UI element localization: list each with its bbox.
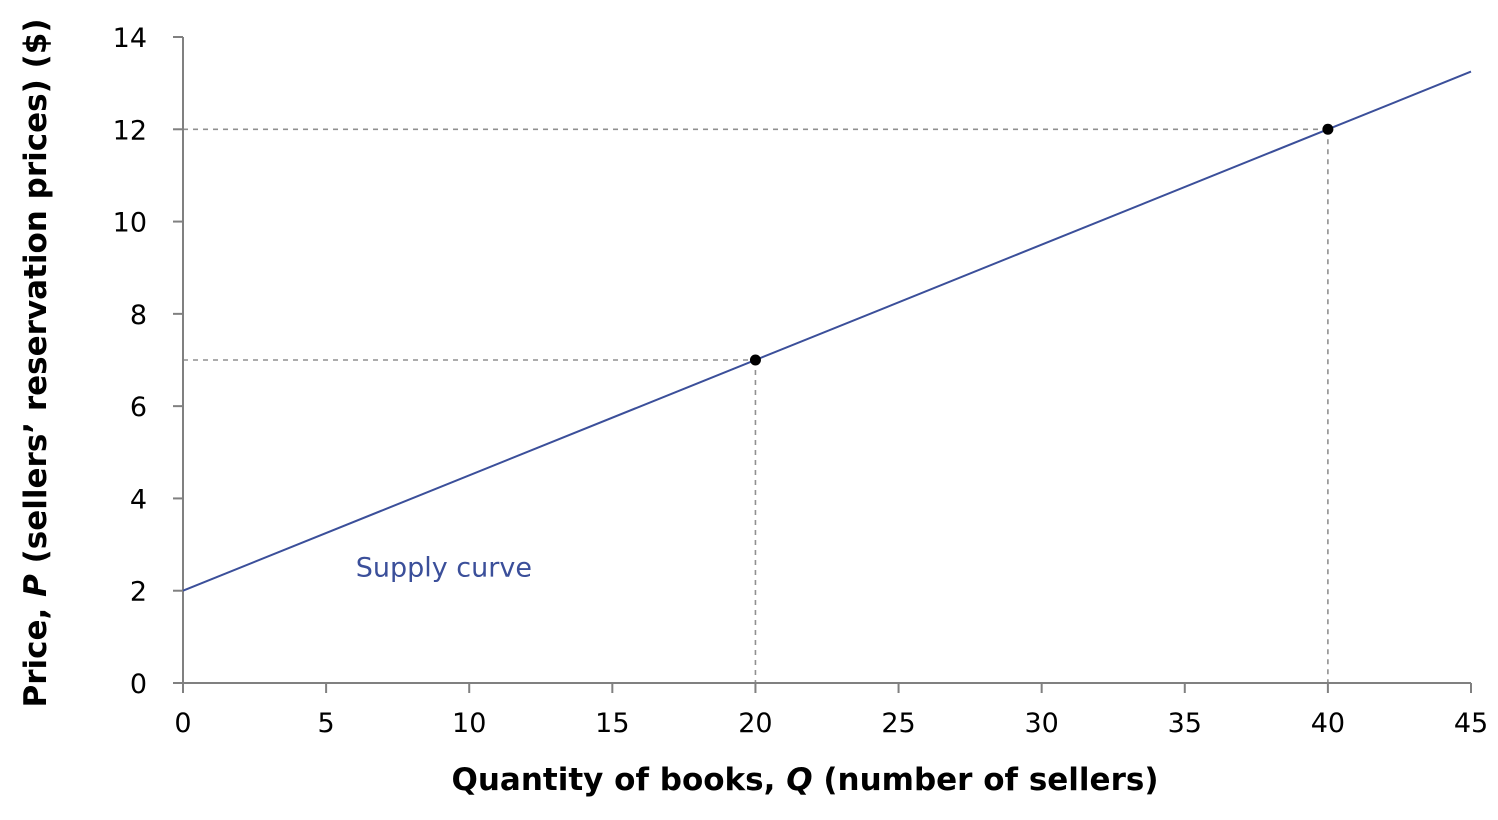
y-axis-title: Price, P (sellers’ reservation prices) (… — [18, 19, 54, 708]
x-tick-label: 20 — [738, 708, 772, 739]
y-tick-label: 6 — [130, 392, 147, 423]
x-tick-label: 10 — [452, 708, 486, 739]
x-tick-label: 5 — [318, 708, 335, 739]
labels: Quantity of books, Q (number of sellers)… — [18, 19, 1158, 799]
supply-curve-line — [182, 70, 1472, 592]
series-group — [182, 70, 1472, 592]
y-tick-label: 0 — [130, 669, 147, 700]
supply-curve-label: Supply curve — [356, 553, 532, 584]
data-point — [749, 354, 761, 366]
x-tick-label: 40 — [1311, 708, 1345, 739]
x-tick-label: 25 — [881, 708, 915, 739]
x-tick-label: 35 — [1168, 708, 1202, 739]
y-tick-label: 8 — [130, 300, 147, 331]
y-tick-label: 10 — [113, 208, 147, 239]
y-tick-label: 14 — [113, 23, 147, 54]
x-axis-title: Quantity of books, Q (number of sellers) — [452, 762, 1159, 798]
x-tick-label: 0 — [174, 708, 191, 739]
y-tick-label: 4 — [130, 484, 147, 515]
x-tick-label: 30 — [1024, 708, 1058, 739]
y-tick-label: 12 — [113, 115, 147, 146]
guide-lines — [183, 128, 1329, 683]
x-tick-label: 15 — [595, 708, 629, 739]
data-point — [1322, 123, 1334, 135]
x-tick-label: 45 — [1454, 708, 1488, 739]
axes: 0 2 4 6 8 10 12 14 0 5 10 15 20 25 30 35 40 45 — [113, 23, 1489, 739]
y-tick-label: 2 — [130, 577, 147, 608]
